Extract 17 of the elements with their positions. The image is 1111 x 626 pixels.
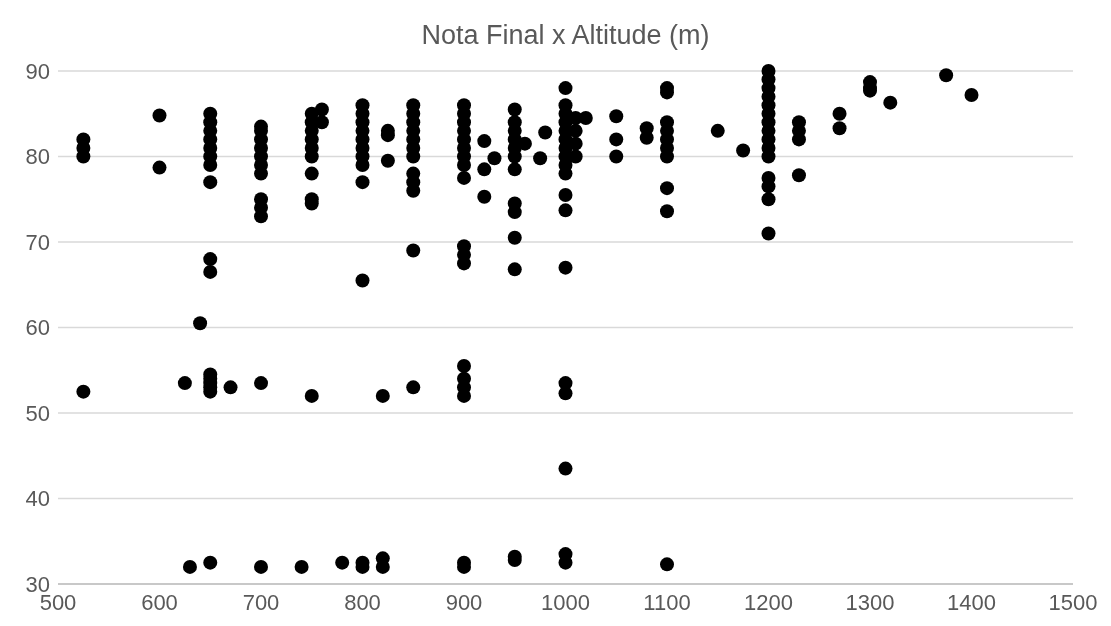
x-tick-label: 700 [242,590,280,615]
x-tick-label: 1500 [1048,590,1098,615]
x-tick-label: 1100 [643,590,691,615]
y-tick-label: 40 [25,486,50,512]
x-tick-label: 1400 [947,590,996,615]
chart-title: Nota Final x Altitude (m) [421,20,710,50]
x-tick-label: 800 [344,590,381,615]
y-tick-label: 70 [25,229,50,255]
x-tick-label: 1000 [541,590,590,615]
x-tick-label: 600 [141,590,178,615]
y-tick-label: 90 [25,58,50,84]
y-tick-label: 50 [25,400,50,426]
x-tick-label: 1300 [845,590,895,615]
y-tick-label: 60 [25,315,50,341]
y-tick-label: 80 [25,144,50,170]
x-tick-label: 900 [445,590,483,615]
x-tick-label: 1200 [744,590,793,615]
